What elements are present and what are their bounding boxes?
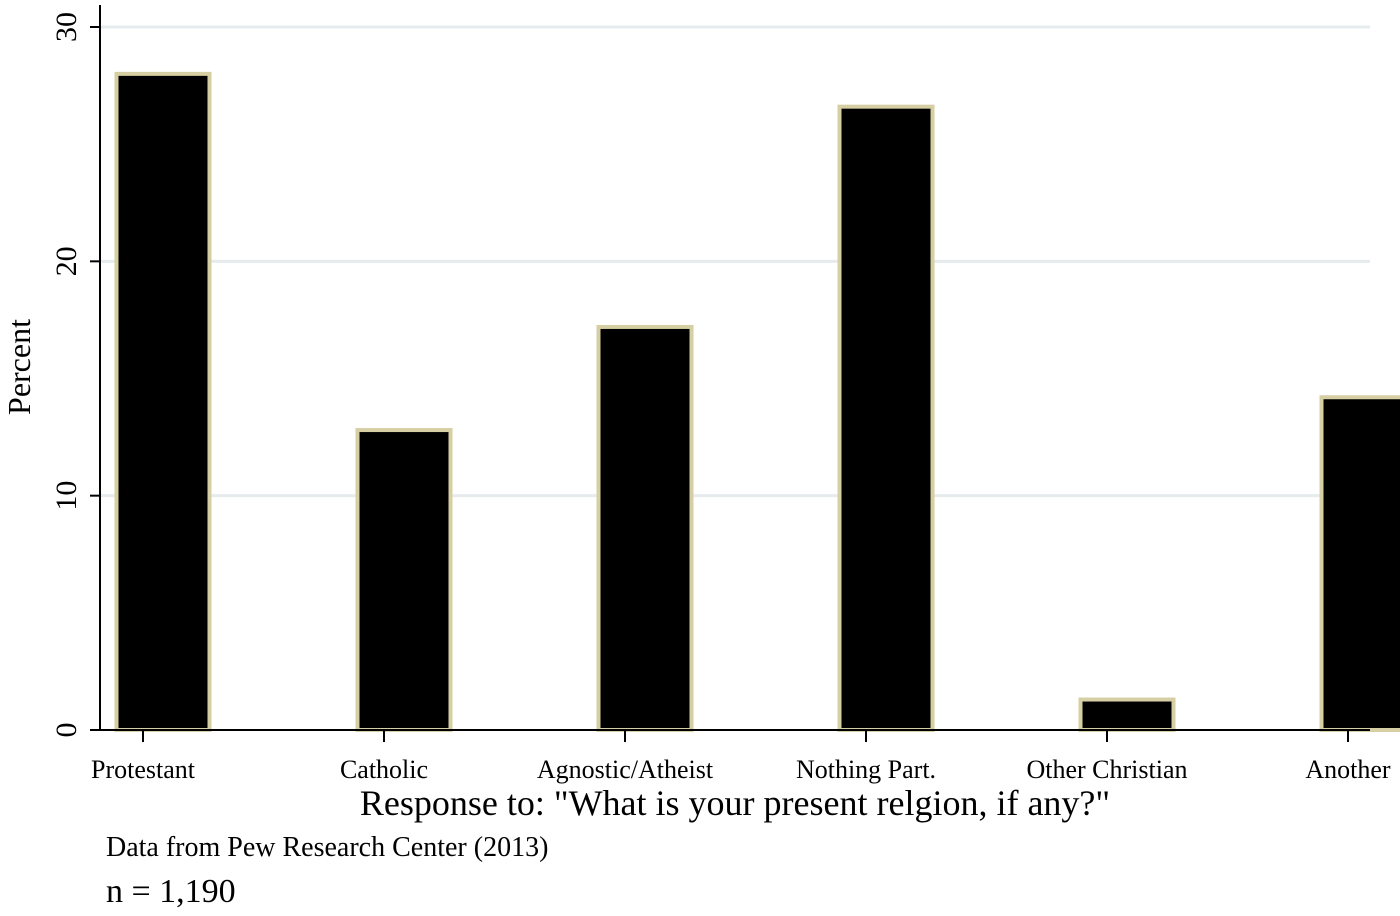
x-axis-title: Response to: "What is your present relgi… [360, 783, 1110, 823]
bars [114, 71, 1400, 733]
axes [90, 5, 1370, 742]
y-axis-title: Percent [1, 319, 37, 415]
bar-other-christian [1078, 697, 1176, 733]
y-tick-label: 0 [50, 723, 83, 738]
bar-another [1319, 395, 1400, 732]
y-tick-label: 30 [50, 12, 83, 42]
sample-size-note: n = 1,190 [106, 873, 236, 910]
x-tick-label: Nothing Part. [796, 755, 936, 784]
bar-agnostic-atheist [596, 324, 694, 732]
bar-protestant [114, 71, 212, 733]
gridlines [100, 25, 1370, 498]
bar-nothing-part [837, 104, 935, 732]
x-tick-label: Agnostic/Atheist [537, 755, 714, 784]
x-tick-label: Other Christian [1026, 755, 1187, 784]
y-tick-label: 20 [50, 246, 83, 276]
tick-labels: 0 10 20 30 Protestant Catholic Agnostic/Atheis… [50, 12, 1391, 784]
x-tick-label: Protestant [91, 755, 196, 784]
y-tick-label: 10 [50, 481, 83, 511]
x-tick-label: Catholic [340, 755, 428, 784]
source-note: Data from Pew Research Center (2013) [106, 832, 549, 863]
bar-catholic [355, 428, 453, 732]
x-tick-label: Another [1305, 755, 1391, 784]
